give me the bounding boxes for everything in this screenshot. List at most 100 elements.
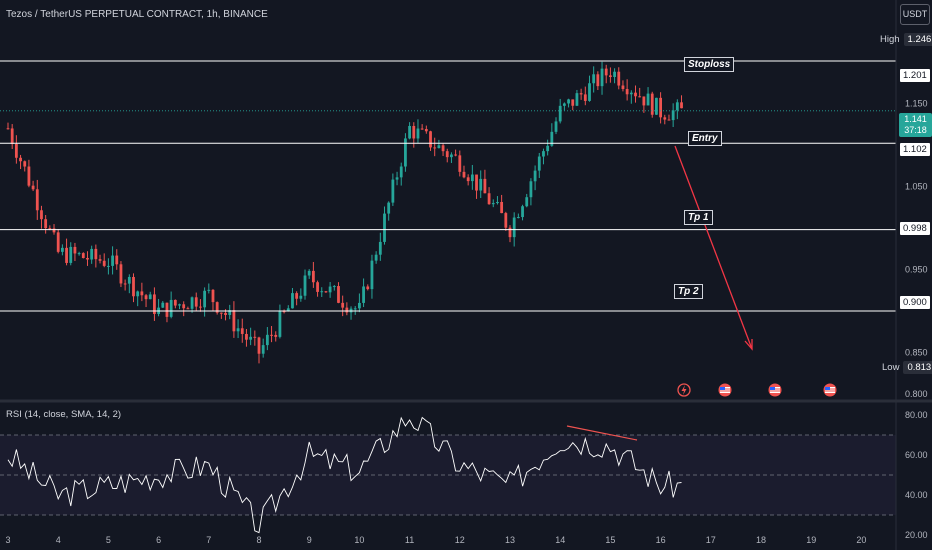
candle-body bbox=[111, 255, 114, 266]
candlestick-series bbox=[6, 61, 683, 364]
candle-body bbox=[433, 147, 437, 149]
candle-body bbox=[650, 93, 654, 115]
candle-body bbox=[508, 227, 512, 238]
candle-body bbox=[136, 291, 140, 297]
candle-body bbox=[299, 295, 303, 299]
candle-body bbox=[370, 260, 374, 290]
candle-body bbox=[14, 143, 18, 158]
candle-body bbox=[462, 171, 466, 178]
candle-body bbox=[358, 302, 361, 309]
candle-body bbox=[119, 264, 123, 284]
time-tick-label: 17 bbox=[706, 535, 716, 545]
candle-body bbox=[86, 258, 89, 260]
candle-body bbox=[215, 302, 219, 313]
rsi-divergence-line bbox=[566, 425, 638, 441]
entry-label[interactable]: Entry bbox=[688, 131, 722, 146]
candle-body bbox=[529, 181, 533, 198]
time-tick-label: 16 bbox=[656, 535, 666, 545]
candle-body bbox=[282, 311, 286, 313]
candle-body bbox=[173, 299, 177, 306]
candle-body bbox=[307, 270, 311, 276]
candle-body bbox=[475, 174, 478, 191]
candle-body bbox=[236, 328, 240, 332]
candle-body bbox=[316, 282, 319, 292]
candle-body bbox=[629, 92, 633, 95]
candle-body bbox=[479, 178, 483, 191]
candle-body bbox=[332, 286, 336, 288]
candle-body bbox=[546, 145, 550, 152]
candle-body bbox=[533, 170, 537, 182]
us-flag-event-icon-3[interactable] bbox=[823, 383, 837, 397]
tp2-label[interactable]: Tp 2 bbox=[674, 284, 703, 299]
candle-body bbox=[659, 97, 662, 118]
candle-body bbox=[107, 265, 110, 267]
price-tick-label: 0.850 bbox=[905, 347, 928, 357]
candle-body bbox=[35, 189, 39, 211]
rsi-panel bbox=[0, 416, 896, 534]
us-flag-event-icon-2[interactable] bbox=[768, 383, 782, 397]
time-tick-label: 8 bbox=[256, 535, 261, 545]
candle-body bbox=[203, 290, 207, 308]
level-tag-entry: 1.102 bbox=[899, 142, 931, 157]
level-tag-tp2: 0.900 bbox=[899, 295, 931, 310]
candle-body bbox=[270, 334, 273, 336]
candle-body bbox=[663, 117, 667, 120]
currency-button[interactable]: USDT bbox=[900, 4, 930, 25]
candle-body bbox=[324, 291, 328, 293]
candle-body bbox=[178, 304, 181, 306]
candle-body bbox=[353, 308, 357, 310]
candle-body bbox=[609, 75, 612, 77]
candle-body bbox=[90, 248, 94, 260]
candle-body bbox=[345, 307, 349, 313]
candle-body bbox=[450, 154, 453, 158]
candle-body bbox=[412, 125, 416, 139]
candle-body bbox=[571, 99, 575, 106]
candle-body bbox=[303, 275, 307, 296]
candle-body bbox=[48, 228, 52, 230]
price-tick-label: 1.050 bbox=[905, 181, 928, 191]
candle-body bbox=[65, 247, 68, 263]
candle-body bbox=[395, 177, 399, 180]
candle-body bbox=[496, 201, 499, 204]
candle-body bbox=[337, 286, 340, 303]
candle-body bbox=[625, 89, 629, 95]
low-label-text: Low bbox=[882, 362, 900, 373]
candle-body bbox=[583, 94, 587, 101]
time-tick-label: 12 bbox=[455, 535, 465, 545]
candle-body bbox=[19, 157, 22, 162]
candle-body bbox=[311, 270, 315, 283]
level-tag-stoploss: 1.201 bbox=[899, 68, 931, 83]
candle-body bbox=[429, 131, 432, 148]
rsi-tick-label: 20.00 bbox=[905, 530, 928, 540]
candle-body bbox=[362, 286, 365, 303]
candle-body bbox=[600, 68, 604, 87]
stoploss-label[interactable]: Stoploss bbox=[684, 57, 735, 72]
tp1-label[interactable]: Tp 1 bbox=[684, 210, 713, 225]
candle-body bbox=[483, 178, 487, 194]
us-flag-event-icon-1[interactable] bbox=[718, 383, 732, 397]
candle-body bbox=[504, 213, 508, 228]
candle-body bbox=[123, 283, 127, 285]
low-value: 0.813 bbox=[903, 361, 932, 374]
candle-body bbox=[240, 328, 244, 334]
time-tick-label: 13 bbox=[505, 535, 515, 545]
candle-body bbox=[44, 219, 48, 229]
candle-body bbox=[458, 155, 462, 172]
candle-body bbox=[416, 128, 420, 139]
candle-body bbox=[550, 131, 554, 146]
candle-body bbox=[562, 103, 566, 106]
candle-body bbox=[655, 97, 658, 115]
lightning-event-icon[interactable] bbox=[677, 383, 691, 397]
candle-body bbox=[190, 297, 194, 309]
candle-body bbox=[491, 203, 495, 205]
candle-body bbox=[232, 310, 236, 332]
candle-body bbox=[295, 293, 299, 299]
candle-body bbox=[94, 248, 98, 260]
candle-body bbox=[10, 128, 14, 144]
candle-body bbox=[378, 241, 382, 255]
candle-body bbox=[596, 74, 600, 87]
time-tick-label: 3 bbox=[5, 535, 10, 545]
candle-body bbox=[127, 276, 131, 284]
candle-body bbox=[537, 156, 541, 171]
